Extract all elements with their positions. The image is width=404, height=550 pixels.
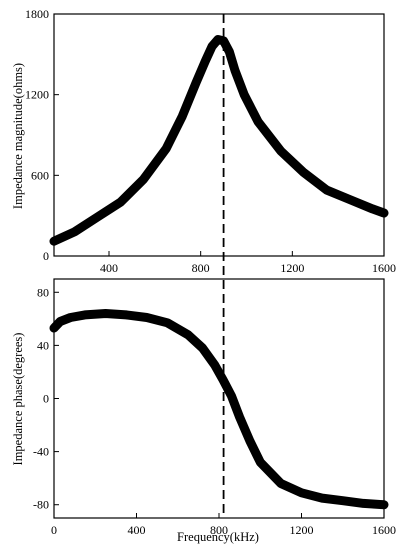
phase-y-tick-label: 80 bbox=[37, 285, 49, 299]
phase-y-axis-label: Impedance phase(degrees) bbox=[11, 333, 25, 466]
magnitude-plot-frame bbox=[53, 13, 385, 257]
phase-x-tick-label: 1200 bbox=[290, 523, 314, 537]
magnitude-y-tick-label: 600 bbox=[31, 168, 49, 182]
magnitude-y-tick-label: 0 bbox=[43, 249, 49, 263]
magnitude-y-tick-label: 1200 bbox=[25, 88, 49, 102]
phase-x-axis-label: Frequency(kHz) bbox=[177, 530, 259, 544]
magnitude-x-tick-label: 400 bbox=[100, 261, 118, 275]
phase-y-tick-label: 40 bbox=[37, 338, 49, 352]
phase-x-tick-label: 800 bbox=[210, 523, 228, 537]
phase-data-line bbox=[49, 309, 389, 510]
magnitude-y-tick-label: 1800 bbox=[25, 7, 49, 21]
magnitude-data-line bbox=[49, 35, 389, 246]
phase-y-tick-label: -80 bbox=[33, 498, 49, 512]
magnitude-x-tick-label: 1600 bbox=[372, 261, 396, 275]
phase-y-tick-label: 0 bbox=[43, 392, 49, 406]
phase-x-tick-label: 400 bbox=[128, 523, 146, 537]
magnitude-x-tick-label: 800 bbox=[192, 261, 210, 275]
magnitude-chart: Impedance magnitude(ohms) 400 800 1200 1600… bbox=[11, 7, 396, 275]
phase-y-tick-label: -40 bbox=[33, 445, 49, 459]
phase-x-tick-label: 1600 bbox=[372, 523, 396, 537]
magnitude-y-axis-label: Impedance magnitude(ohms) bbox=[11, 63, 25, 209]
magnitude-x-tick-label: 1200 bbox=[280, 261, 304, 275]
phase-x-tick-label: 0 bbox=[51, 523, 57, 537]
phase-chart: Impedance phase(degrees) Frequency(kHz) … bbox=[11, 278, 396, 544]
